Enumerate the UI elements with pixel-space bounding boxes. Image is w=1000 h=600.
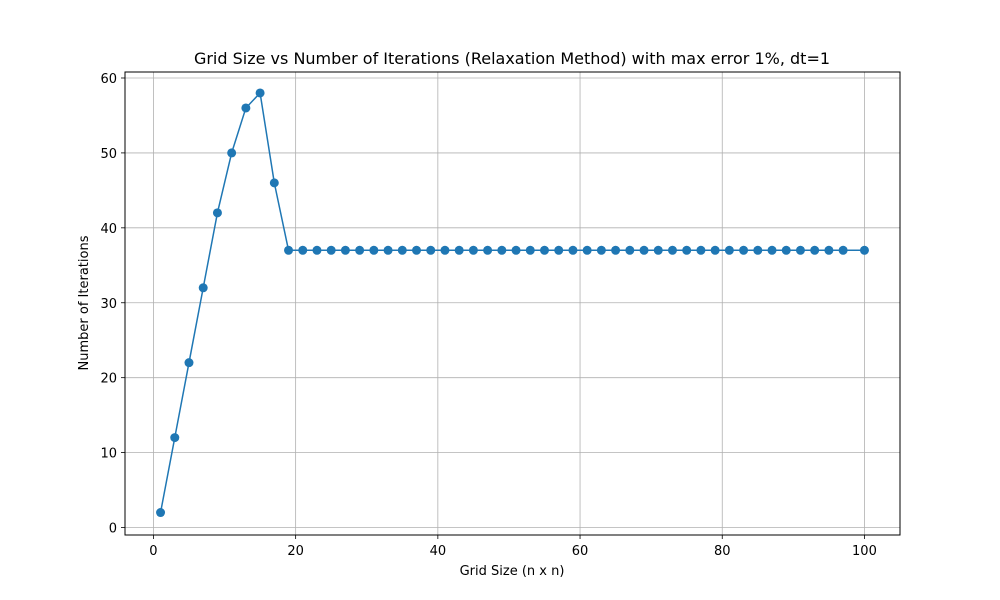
data-point	[397, 245, 407, 255]
data-point	[568, 245, 578, 255]
data-point	[468, 245, 478, 255]
y-tick-label: 40	[100, 222, 117, 237]
data-point	[198, 283, 208, 293]
data-point	[682, 245, 692, 255]
data-point	[340, 245, 350, 255]
x-tick-label: 0	[149, 544, 157, 559]
data-point	[284, 245, 294, 255]
data-point	[653, 245, 663, 255]
data-point	[539, 245, 549, 255]
data-point	[767, 245, 777, 255]
data-point	[724, 245, 734, 255]
data-point	[611, 245, 621, 255]
data-point	[596, 245, 606, 255]
data-point	[753, 245, 763, 255]
y-tick-label: 30	[100, 297, 117, 312]
data-point	[269, 178, 279, 188]
data-point	[582, 245, 592, 255]
data-point	[781, 245, 791, 255]
data-point	[810, 245, 820, 255]
data-point	[184, 358, 194, 368]
plot-area	[125, 72, 900, 535]
data-point	[838, 245, 848, 255]
data-point	[511, 245, 521, 255]
data-point	[170, 433, 180, 443]
data-point	[525, 245, 535, 255]
data-point	[298, 245, 308, 255]
data-point	[625, 245, 635, 255]
data-point	[426, 245, 436, 255]
data-point	[355, 245, 365, 255]
data-point	[326, 245, 336, 255]
x-tick-label: 100	[852, 544, 877, 559]
data-point	[554, 245, 564, 255]
data-point	[639, 245, 649, 255]
data-point	[227, 148, 237, 158]
data-point	[412, 245, 422, 255]
data-point	[369, 245, 379, 255]
grid-lines	[125, 72, 900, 535]
data-point	[241, 103, 251, 113]
x-tick-label: 80	[714, 544, 731, 559]
x-tick-label: 60	[572, 544, 589, 559]
data-point	[212, 208, 222, 218]
data-point	[440, 245, 450, 255]
y-tick-label: 20	[100, 372, 117, 387]
y-tick-label: 10	[100, 447, 117, 462]
data-point	[156, 508, 166, 518]
data-point	[255, 88, 265, 98]
data-point	[483, 245, 493, 255]
data-point	[383, 245, 393, 255]
y-tick-label: 0	[109, 522, 117, 537]
data-point	[859, 245, 869, 255]
data-point	[710, 245, 720, 255]
data-point	[696, 245, 706, 255]
data-point	[739, 245, 749, 255]
data-point-markers	[156, 88, 869, 518]
y-tick-label: 50	[100, 147, 117, 162]
data-point	[312, 245, 322, 255]
data-point	[454, 245, 464, 255]
data-point	[667, 245, 677, 255]
y-axis-title: Number of Iterations	[77, 235, 92, 370]
axis-ticks: 0 20 40 60 80 100 0 10 20 30 40 50 60	[100, 72, 876, 559]
x-tick-label: 20	[287, 544, 304, 559]
plot-frame	[124, 71, 901, 536]
x-tick-label: 40	[430, 544, 447, 559]
chart-title: Grid Size vs Number of Iterations (Relax…	[194, 49, 830, 68]
data-point	[497, 245, 507, 255]
data-point	[795, 245, 805, 255]
data-point	[824, 245, 834, 255]
x-axis-title: Grid Size (n x n)	[460, 564, 565, 579]
y-tick-label: 60	[100, 72, 117, 87]
